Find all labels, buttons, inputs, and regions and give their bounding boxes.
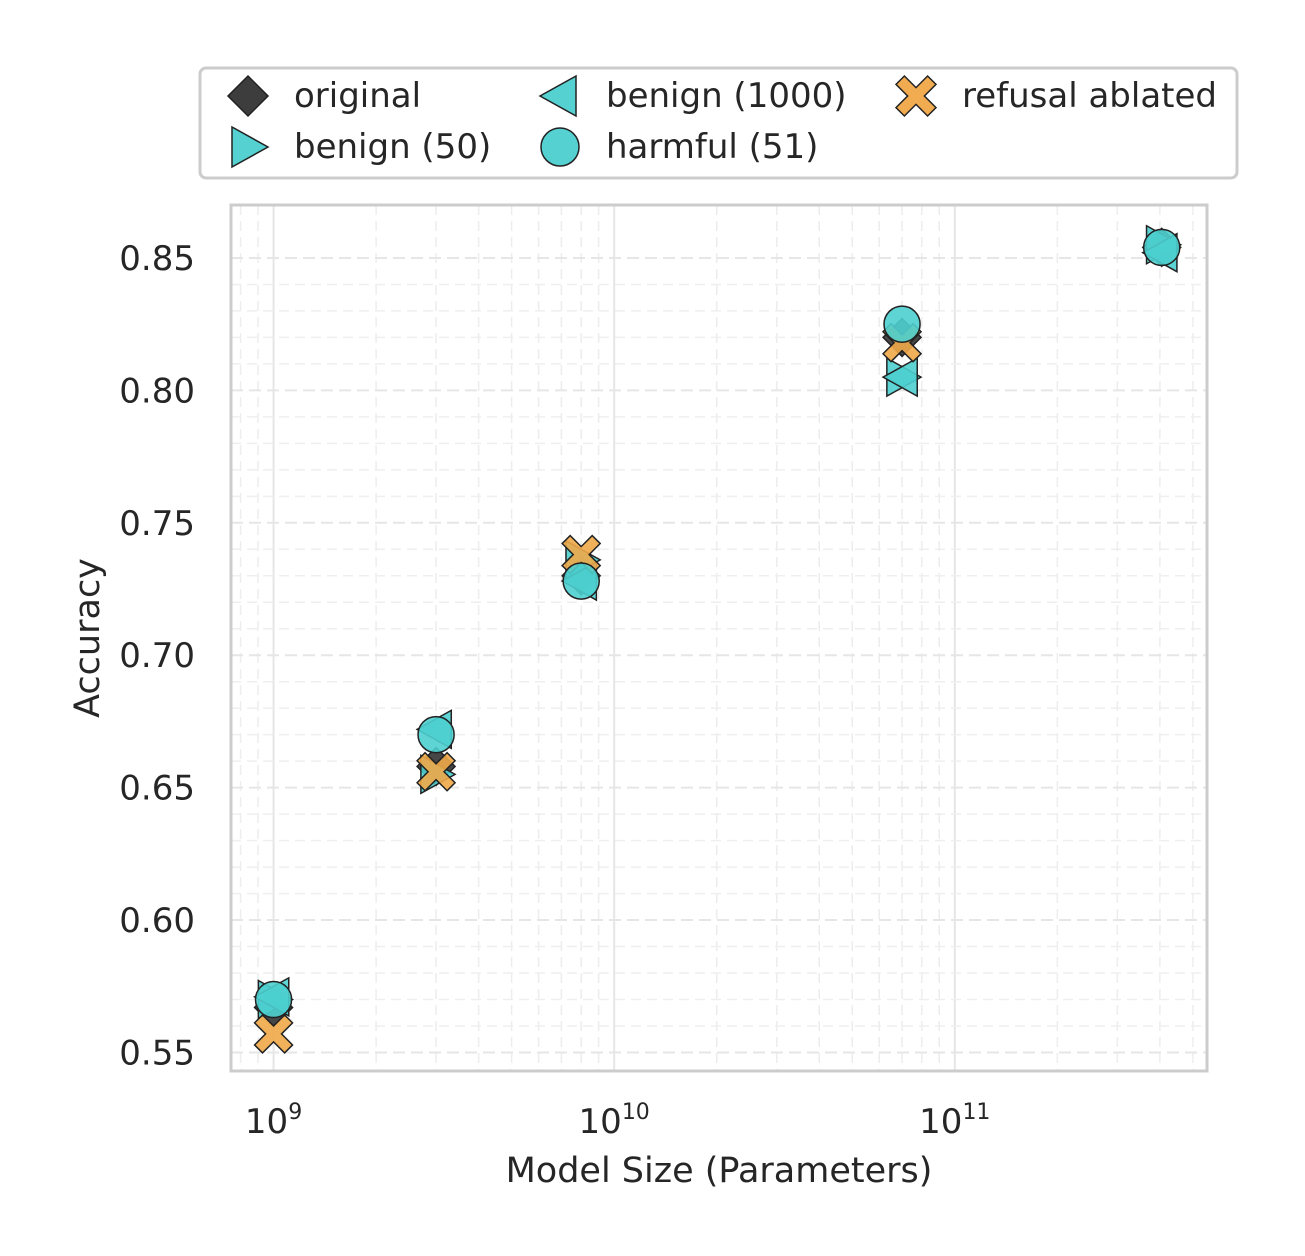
data-point: [562, 562, 600, 600]
data-point: [416, 751, 457, 792]
x-tick-exponent: 11: [962, 1100, 990, 1125]
y-tick-label: 0.65: [119, 769, 195, 809]
legend-frame: [198, 66, 1239, 180]
data-point: [417, 715, 455, 754]
x-tick-label: 109: [245, 1100, 302, 1142]
data-marks: [253, 224, 1183, 1054]
x-tick-label: 1010: [579, 1100, 650, 1142]
legend-marker: [894, 74, 938, 118]
data-point: [254, 980, 293, 1019]
x-tick-base: 10: [579, 1102, 622, 1142]
data-point: [253, 1013, 294, 1054]
y-tick-label: 0.75: [119, 504, 195, 544]
x-tick-exponent: 9: [288, 1100, 302, 1125]
legend-marker: [538, 74, 577, 118]
legend: original benign (50) benign (1000) harmful …: [198, 66, 1239, 180]
x-tick-base: 10: [245, 1102, 288, 1142]
x-tick-base: 10: [919, 1102, 962, 1142]
x-tick-label: 1011: [919, 1100, 990, 1142]
legend-label: benign (50): [294, 127, 491, 167]
x-tick-exponent: 10: [622, 1100, 650, 1125]
data-point: [561, 534, 602, 575]
legend-marker: [540, 127, 580, 167]
legend-marker: [231, 125, 270, 169]
legend-label: benign (1000): [606, 76, 847, 116]
y-tick-label: 0.55: [119, 1033, 195, 1073]
legend-marker: [226, 74, 270, 118]
y-tick-label: 0.60: [119, 901, 195, 941]
data-point: [1142, 228, 1181, 267]
plot-area: [231, 205, 1207, 1071]
grid: [231, 205, 1207, 1071]
x-axis-label: Model Size (Parameters): [506, 1151, 933, 1191]
data-point: [881, 356, 918, 398]
y-tick-label: 0.80: [119, 371, 195, 411]
legend-label: harmful (51): [606, 127, 818, 167]
data-point: [883, 305, 921, 343]
y-tick-label: 0.70: [119, 636, 195, 676]
legend-label: original: [294, 76, 421, 116]
y-tick-label: 0.85: [119, 239, 195, 279]
y-axis-label: Accuracy: [68, 558, 108, 718]
legend-label: refusal ablated: [962, 76, 1217, 116]
plot-frame: [229, 203, 1209, 1073]
